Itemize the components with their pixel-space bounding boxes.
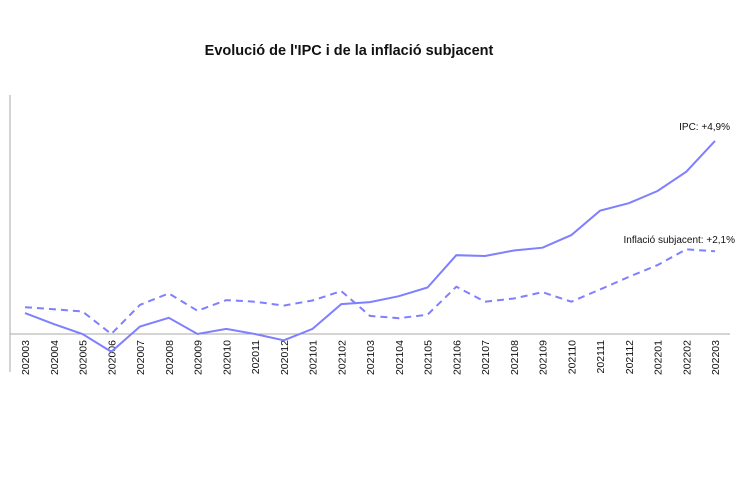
- x-tick-label: 202010: [221, 340, 233, 375]
- x-tick-label: 202012: [279, 340, 291, 375]
- x-tick-label: 202108: [509, 340, 521, 375]
- annotation-core: Inflació subjacent: +2,1%: [624, 235, 736, 246]
- x-tick-label: 202202: [681, 340, 693, 375]
- series-line-core: [24, 248, 716, 336]
- x-tick-label: 202007: [135, 340, 147, 375]
- chart-title: Evolució de l'IPC i de la inflació subja…: [205, 43, 494, 59]
- x-tick-labels: 202003 202004 202005 202006 202007 202008 2020…: [20, 340, 722, 375]
- series-line-ipc: [24, 140, 716, 353]
- x-tick-label: 202004: [49, 340, 61, 375]
- x-tick-label: 202203: [710, 340, 722, 375]
- x-tick-label: 202103: [365, 340, 377, 375]
- x-tick-label: 202101: [308, 340, 320, 375]
- x-tick-label: 202102: [336, 340, 348, 375]
- annotation-ipc: IPC: +4,9%: [679, 122, 730, 133]
- x-tick-label: 202110: [566, 340, 578, 374]
- x-tick-label: 202105: [423, 340, 435, 375]
- x-tick-label: 202005: [78, 340, 90, 375]
- x-tick-label: 202109: [538, 340, 550, 375]
- x-tick-label: 202106: [451, 340, 463, 375]
- x-tick-label: 202104: [394, 340, 406, 375]
- x-tick-label: 202201: [653, 340, 665, 375]
- series-lines: [24, 140, 716, 353]
- x-tick-label: 202003: [20, 340, 32, 375]
- x-tick-label: 202009: [193, 340, 205, 375]
- x-tick-label: 202008: [164, 340, 176, 375]
- x-tick-label: 202006: [106, 340, 118, 375]
- x-tick-label: 202112: [624, 340, 636, 374]
- x-tick-label: 202107: [480, 340, 492, 375]
- x-tick-label: 202011: [250, 340, 262, 374]
- x-tick-label: 202111: [595, 340, 607, 374]
